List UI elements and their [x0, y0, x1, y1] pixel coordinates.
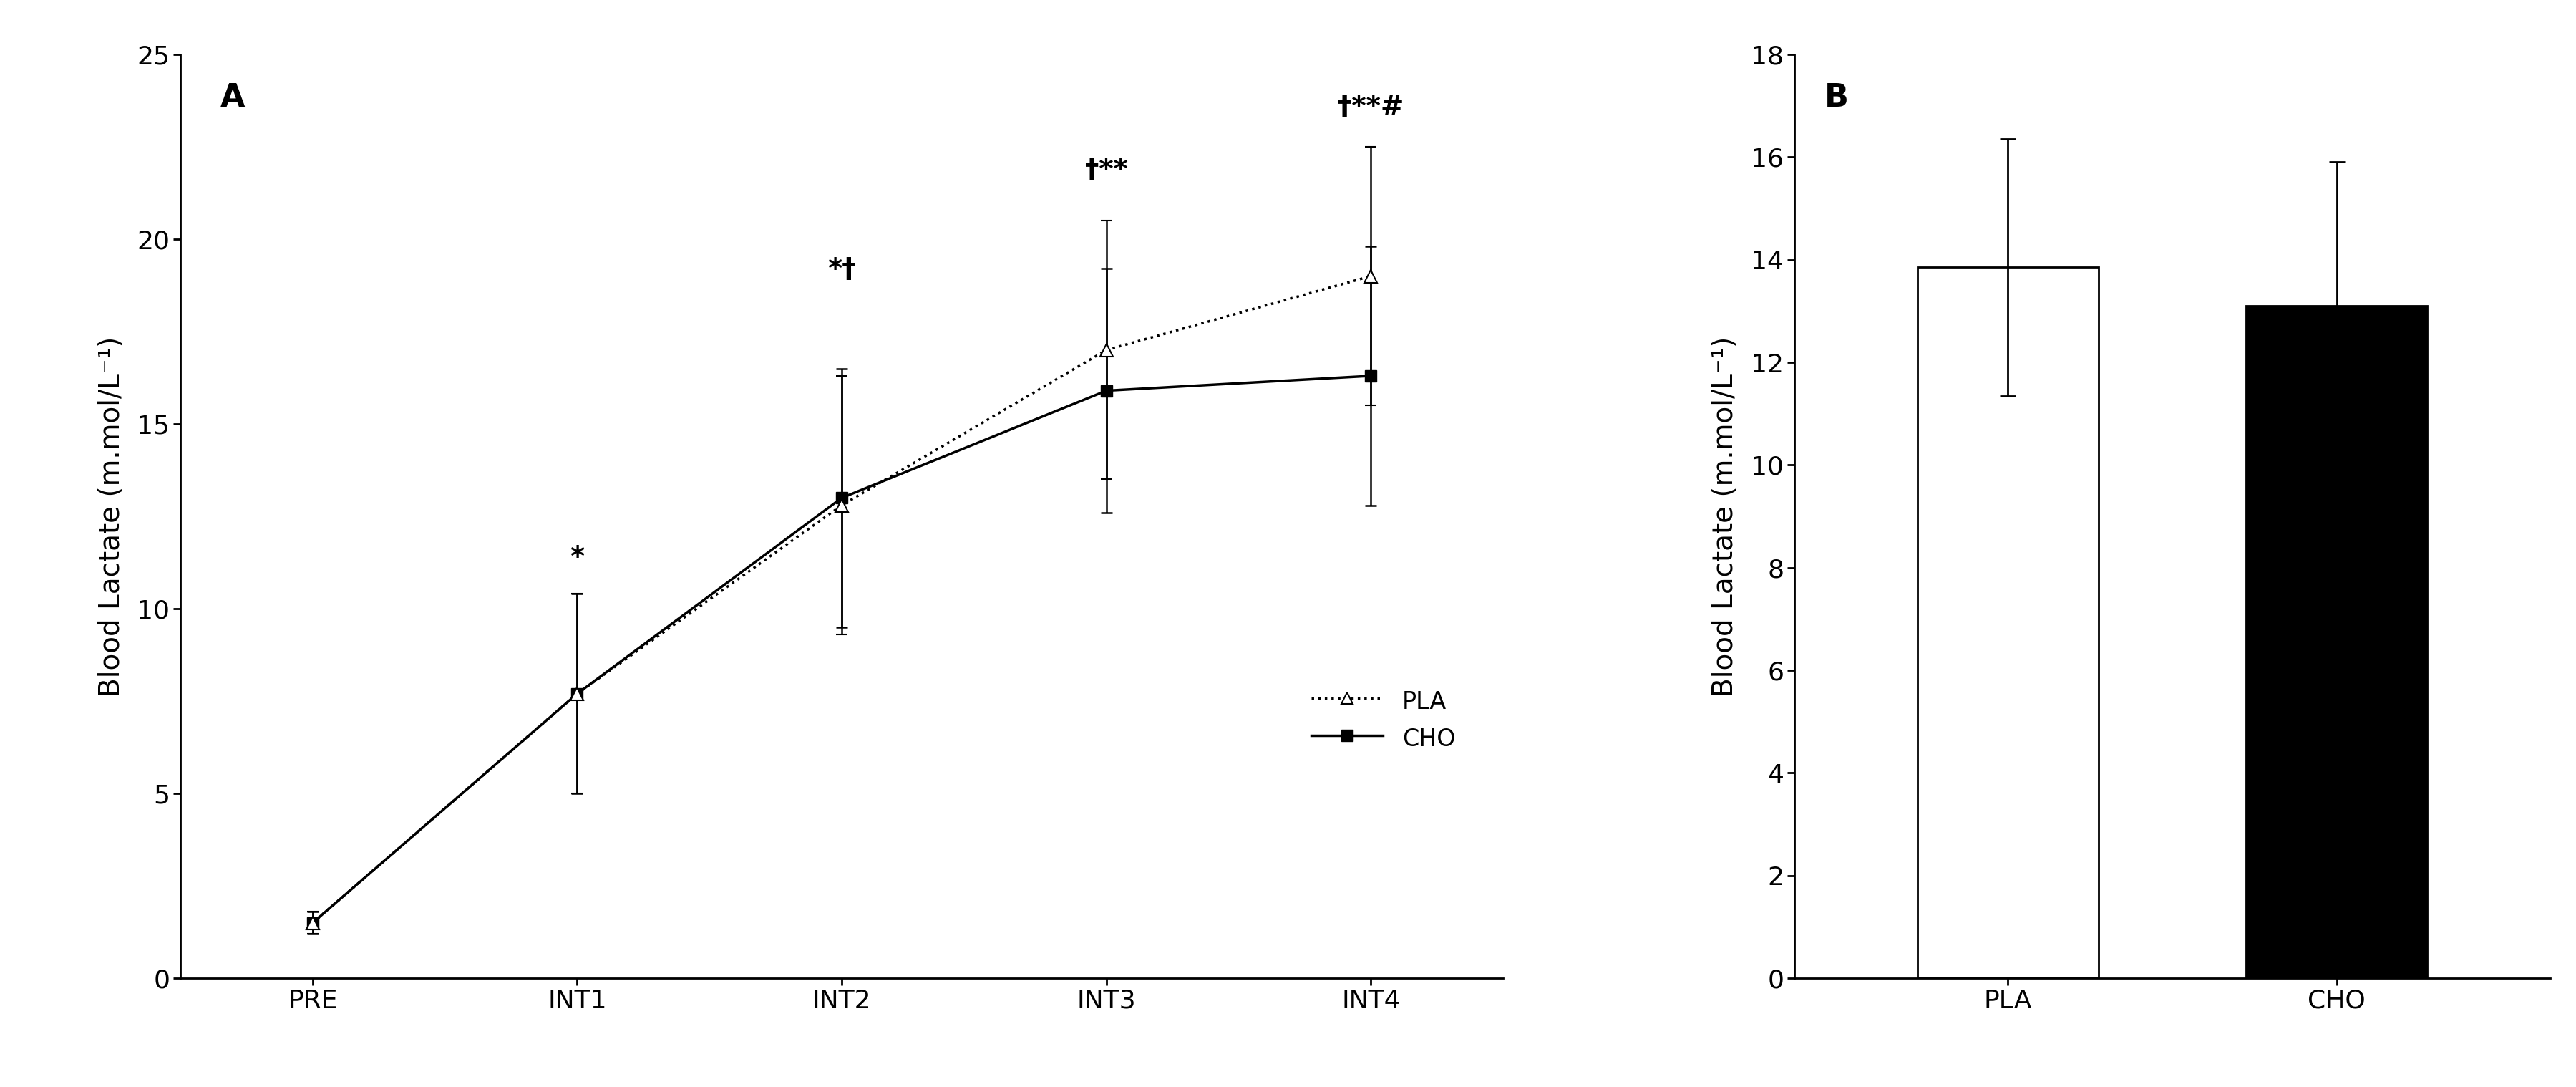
Text: B: B — [1824, 83, 1850, 113]
Bar — [1917, 267, 2099, 978]
Text: *†: *† — [827, 257, 855, 284]
Text: A: A — [219, 83, 245, 113]
Legend: PLA, CHO: PLA, CHO — [1301, 678, 1466, 761]
Text: †**#: †**# — [1337, 93, 1404, 121]
Y-axis label: Blood Lactate (m.mol/L⁻¹): Blood Lactate (m.mol/L⁻¹) — [98, 336, 126, 697]
Bar — [2246, 305, 2427, 978]
Text: *: * — [569, 545, 585, 572]
Y-axis label: Blood Lactate (m.mol/L⁻¹): Blood Lactate (m.mol/L⁻¹) — [1710, 336, 1739, 697]
Text: †**: †** — [1084, 157, 1128, 184]
